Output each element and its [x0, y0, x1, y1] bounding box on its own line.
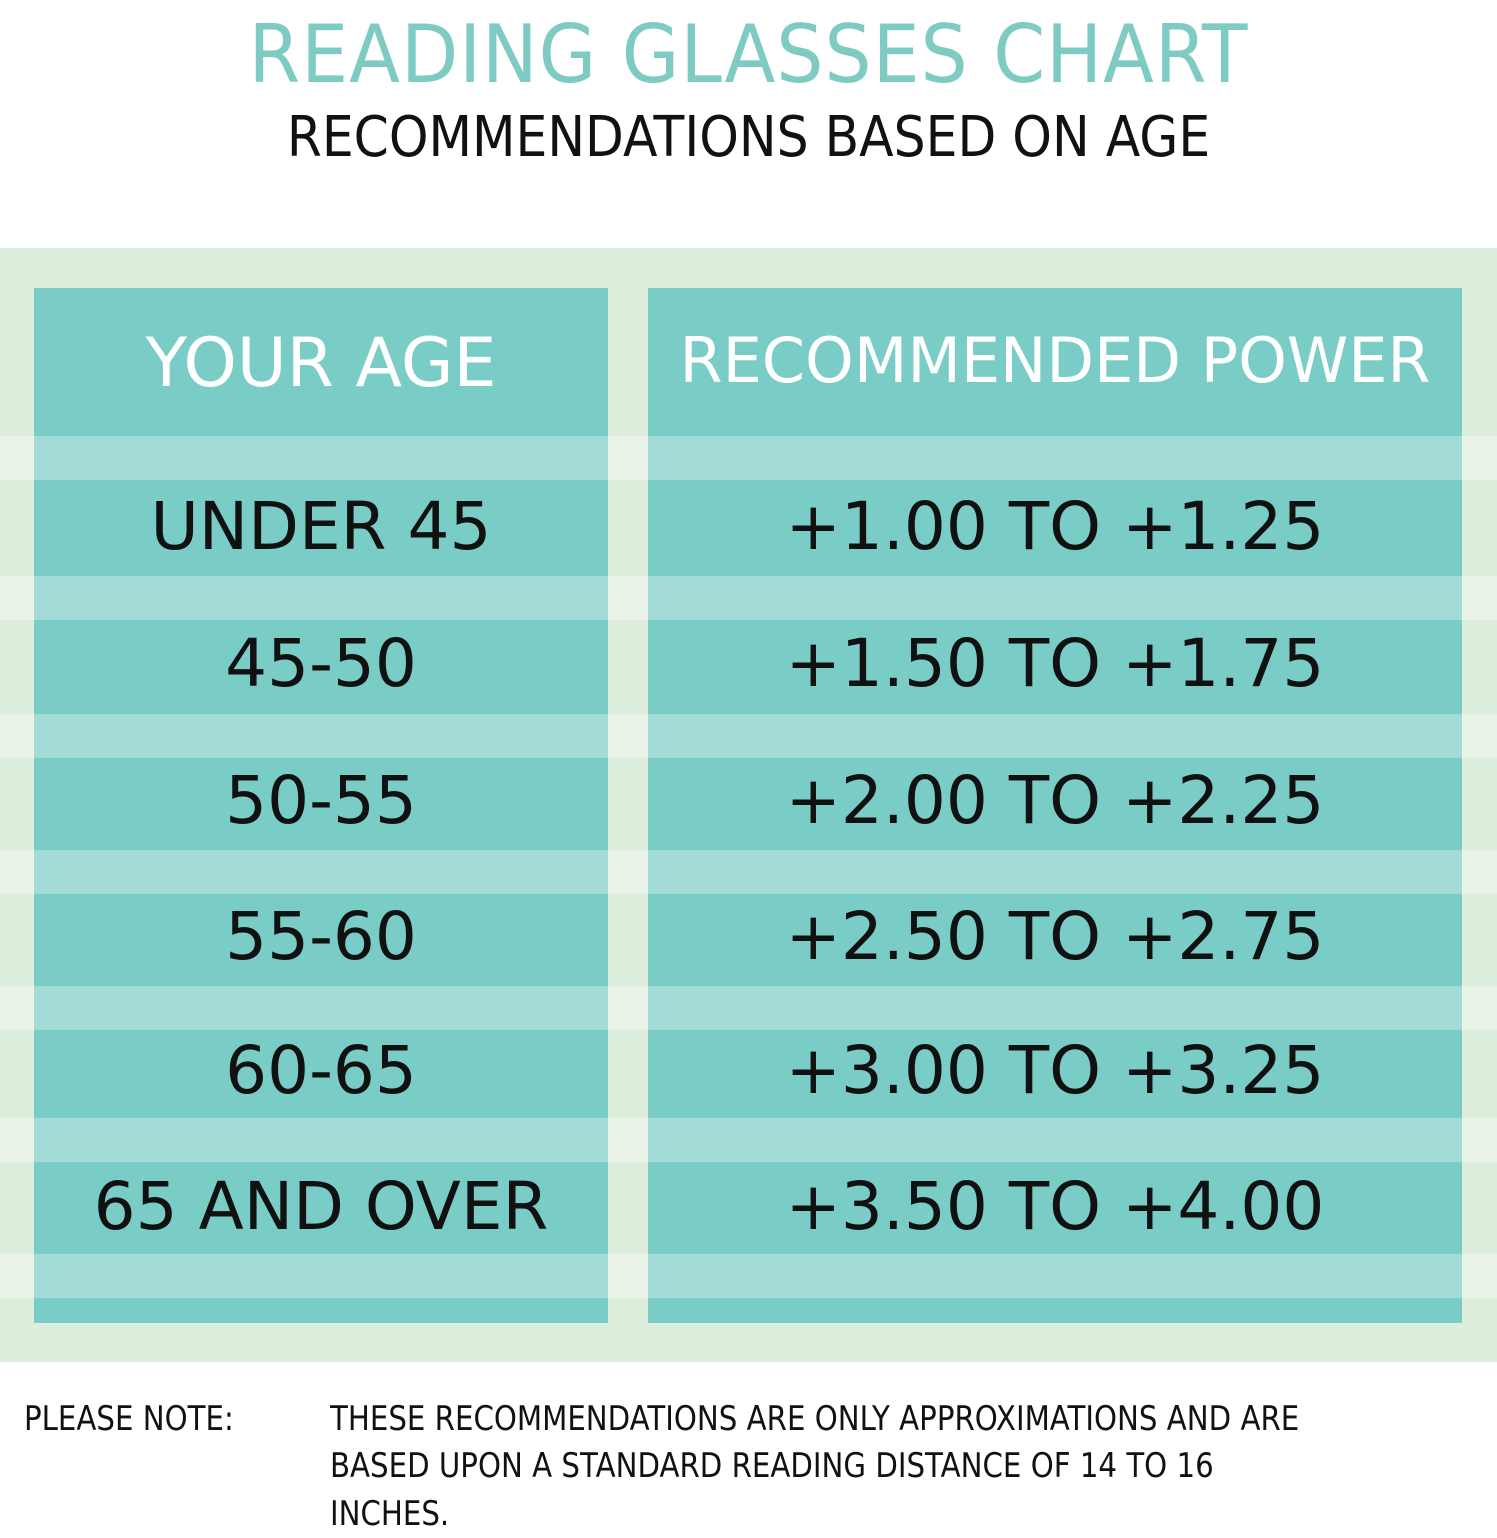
power-cell: +2.00 TO +2.25: [785, 762, 1325, 839]
age-cell: 55-60: [225, 898, 417, 975]
column-header-power: RECOMMENDED POWER: [679, 324, 1431, 397]
power-cell: +1.00 TO +1.25: [785, 488, 1325, 565]
age-cell: 45-50: [225, 625, 417, 702]
age-cell: 50-55: [225, 762, 417, 839]
page-subtitle: RECOMMENDATIONS BASED ON AGE: [286, 105, 1211, 170]
column-header-age: YOUR AGE: [145, 324, 497, 403]
age-cell: 60-65: [225, 1032, 417, 1109]
age-cell: UNDER 45: [150, 488, 492, 565]
page-title: READING GLASSES CHART: [248, 8, 1249, 101]
power-column: RECOMMENDED POWER +1.00 TO +1.25 +1.50 T…: [648, 288, 1462, 1323]
power-cell: +1.50 TO +1.75: [785, 625, 1325, 702]
power-cell: +3.00 TO +3.25: [785, 1032, 1325, 1109]
note-line-1: THESE RECOMMENDATIONS ARE ONLY APPROXIMA…: [330, 1399, 1300, 1439]
power-cell: +2.50 TO +2.75: [785, 898, 1325, 975]
age-column: YOUR AGE UNDER 45 45-50 50-55 55-60 60-6…: [34, 288, 608, 1323]
note-line-2: BASED UPON A STANDARD READING DISTANCE O…: [330, 1446, 1214, 1534]
note-label: PLEASE NOTE:: [24, 1399, 234, 1439]
power-cell: +3.50 TO +4.00: [785, 1168, 1325, 1245]
age-cell: 65 AND OVER: [93, 1168, 549, 1245]
